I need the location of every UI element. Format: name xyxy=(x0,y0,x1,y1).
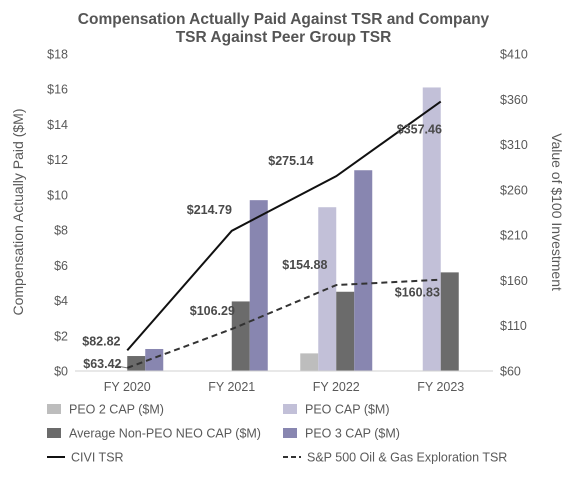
legend-swatch xyxy=(283,428,297,438)
y2-tick-label: $310 xyxy=(500,138,528,152)
data-label: $275.14 xyxy=(268,154,313,168)
y-tick-label: $18 xyxy=(47,48,68,62)
x-axis-ticks: FY 2020 FY 2021 FY 2022 FY 2023 xyxy=(104,380,465,394)
y2-axis-label: Value of $100 Investment xyxy=(549,133,565,291)
left-axis-ticks: $0 $2 $4 $6 $8 $10 $12 $14 $16 $18 xyxy=(47,48,68,379)
data-label: $214.79 xyxy=(187,203,232,217)
label-leader-line xyxy=(116,365,128,369)
data-label: $154.88 xyxy=(282,258,327,272)
y-tick-label: $12 xyxy=(47,153,68,167)
bar-peo-3-cap-m xyxy=(249,200,268,371)
legend-swatch xyxy=(47,428,61,438)
y2-tick-label: $360 xyxy=(500,93,528,107)
y-tick-label: $16 xyxy=(47,83,68,97)
data-label: $63.42 xyxy=(83,357,121,371)
data-label: $82.82 xyxy=(82,334,120,348)
bar-average-non-peo-neo-cap-m xyxy=(231,301,250,371)
lines: $82.82 $214.79 $275.14 $357.46 $63.42 $106.29… xyxy=(82,100,442,371)
y-tick-label: $8 xyxy=(54,224,68,238)
data-label: $160.83 xyxy=(395,286,440,300)
right-axis-ticks: $60 $110 $160 $210 $260 $310 $360 $410 xyxy=(500,48,528,379)
bar-average-non-peo-neo-cap-m xyxy=(336,291,355,371)
y-tick-label: $2 xyxy=(54,329,68,343)
legend-label: S&P 500 Oil & Gas Exploration TSR xyxy=(307,451,507,465)
bars xyxy=(127,87,459,371)
x-tick-label: FY 2023 xyxy=(417,380,464,394)
legend-label: CIVI TSR xyxy=(71,451,124,465)
y2-tick-label: $260 xyxy=(500,183,528,197)
y-tick-label: $6 xyxy=(54,259,68,273)
y-axis-label: Compensation Actually Paid ($M) xyxy=(10,109,26,316)
legend-swatch xyxy=(283,404,297,414)
y2-tick-label: $110 xyxy=(500,319,527,333)
chart-title-line-2: TSR Against Peer Group TSR xyxy=(176,29,392,46)
legend-swatch xyxy=(47,404,61,414)
legend-label: Average Non-PEO NEO CAP ($M) xyxy=(69,427,261,441)
y2-tick-label: $410 xyxy=(500,48,528,62)
bar-peo-3-cap-m xyxy=(354,170,373,371)
legend-label: PEO 2 CAP ($M) xyxy=(69,403,164,417)
bar-peo-2-cap-m xyxy=(300,353,319,371)
x-tick-label: FY 2022 xyxy=(313,380,360,394)
y-tick-label: $4 xyxy=(54,294,68,308)
bar-peo-cap-m xyxy=(422,87,441,371)
peer-tsr-line xyxy=(126,278,441,369)
bar-peo-3-cap-m xyxy=(145,348,164,371)
y-tick-label: $14 xyxy=(47,118,68,132)
y2-tick-label: $210 xyxy=(500,229,528,243)
bar-average-non-peo-neo-cap-m xyxy=(440,272,459,371)
bar-average-non-peo-neo-cap-m xyxy=(127,356,146,371)
y2-tick-label: $160 xyxy=(500,274,528,288)
civi-tsr-line xyxy=(126,100,442,351)
y2-tick-label: $60 xyxy=(500,365,521,379)
y-tick-label: $0 xyxy=(54,365,68,379)
data-label: $357.46 xyxy=(397,123,442,137)
x-tick-label: FY 2021 xyxy=(208,380,255,394)
data-label: $106.29 xyxy=(190,304,235,318)
legend-label: PEO CAP ($M) xyxy=(305,403,390,417)
y-tick-label: $10 xyxy=(47,188,68,202)
x-tick-label: FY 2020 xyxy=(104,380,151,394)
chart-title-line-1: Compensation Actually Paid Against TSR a… xyxy=(78,11,490,28)
legend-label: PEO 3 CAP ($M) xyxy=(305,427,400,441)
legend: PEO 2 CAP ($M) PEO CAP ($M) Average Non-PE… xyxy=(47,403,507,465)
